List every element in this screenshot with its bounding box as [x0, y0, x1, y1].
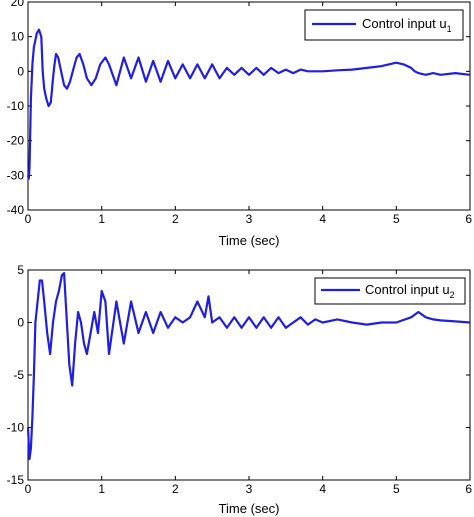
x-tick-label: 3	[246, 482, 253, 496]
x-tick-label: 5	[393, 482, 400, 496]
x-tick-label: 0	[25, 482, 32, 496]
legend-box	[314, 277, 466, 305]
y-tick-label: -10	[7, 99, 25, 113]
legend: Control input u1	[304, 9, 464, 41]
series-line-u1	[26, 28, 471, 180]
x-tick-label: 0	[25, 212, 32, 226]
x-tick-label: 1	[98, 212, 105, 226]
legend: Control input u2	[314, 277, 466, 305]
x-ticks: 0 1 2 3 4 5 6	[25, 270, 472, 496]
x-tick-label: 5	[393, 212, 400, 226]
plot-u1: -40 -30 -20 -10 0 10 20 0 1 2 3 4 5 6 Time (sec) Con…	[7, 0, 473, 248]
legend-label-subscript: 2	[450, 290, 455, 300]
x-tick-label: 2	[172, 482, 179, 496]
series-line-u2	[26, 272, 471, 461]
y-tick-label: 0	[17, 316, 24, 330]
y-tick-label: 20	[11, 0, 25, 9]
x-tick-label: 3	[246, 212, 253, 226]
y-tick-label: -5	[13, 368, 24, 382]
y-ticks: -40 -30 -20 -10 0 10 20	[7, 0, 470, 217]
legend-label-text: Control input u	[365, 282, 450, 297]
x-ticks: 0 1 2 3 4 5 6	[25, 2, 472, 226]
y-tick-label: -20	[7, 134, 25, 148]
legend-label-subscript: 1	[447, 24, 452, 34]
x-axis-label: Time (sec)	[219, 233, 280, 248]
legend-label-text: Control input u	[362, 16, 447, 31]
y-tick-label: 5	[17, 263, 24, 277]
legend-label: Control input u1	[362, 16, 452, 34]
x-tick-label: 6	[465, 482, 472, 496]
x-axis-label: Time (sec)	[219, 501, 280, 516]
y-tick-label: 10	[11, 30, 25, 44]
plot-u2: -15 -10 -5 0 5 0 1 2 3 4 5 6 Time (sec) Control in…	[7, 263, 473, 516]
legend-label: Control input u2	[365, 282, 455, 300]
x-tick-label: 2	[172, 212, 179, 226]
x-tick-label: 6	[465, 212, 472, 226]
y-tick-label: -40	[7, 203, 25, 217]
x-tick-label: 4	[319, 482, 326, 496]
axes-frame	[27, 269, 471, 481]
y-tick-label: 0	[17, 64, 24, 78]
y-tick-label: -15	[7, 473, 25, 487]
y-tick-label: -10	[7, 421, 25, 435]
x-tick-label: 1	[98, 482, 105, 496]
x-tick-label: 4	[319, 212, 326, 226]
y-tick-label: -30	[7, 168, 25, 182]
